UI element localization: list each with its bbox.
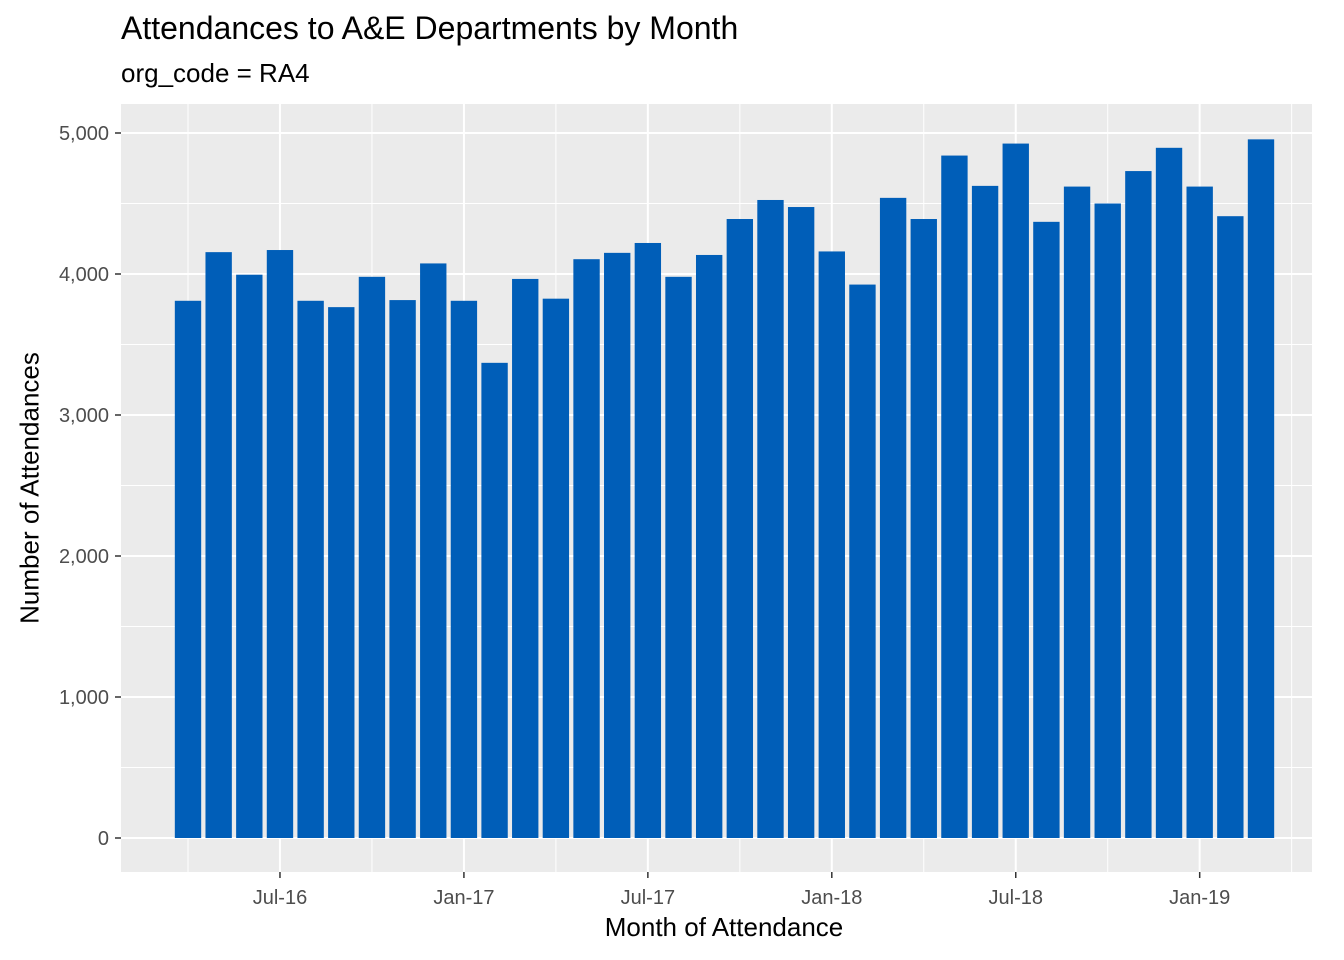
y-tick-label: 3,000: [59, 405, 109, 427]
bar: [389, 300, 416, 839]
x-tick-label: Jul-17: [621, 887, 675, 909]
bar: [941, 155, 968, 838]
x-tick-labels: Jul-16 Jan-17 Jul-17 Jan-18 Jul-18 Jan-19: [253, 887, 1231, 909]
chart-title: Attendances to A&E Departments by Month: [121, 10, 739, 46]
bar: [512, 278, 539, 838]
bar: [604, 252, 631, 839]
bar: [328, 307, 355, 838]
x-tick-label: Jul-16: [253, 887, 307, 909]
y-tick-label: 2,000: [59, 546, 109, 568]
x-tick-label: Jul-18: [989, 887, 1043, 909]
bar: [420, 263, 447, 838]
bar: [1217, 216, 1244, 838]
bar: [1033, 221, 1060, 838]
bar: [1247, 139, 1275, 839]
bar: [971, 185, 999, 838]
y-tick-label: 0: [98, 828, 109, 850]
bar: [236, 274, 263, 839]
bar: [879, 197, 907, 839]
bar: [1002, 143, 1029, 838]
bar: [174, 300, 202, 838]
bar: [542, 298, 570, 838]
bar: [1063, 186, 1091, 838]
bar: [573, 259, 600, 838]
x-axis-title: Month of Attendance: [604, 912, 844, 942]
bars: [174, 139, 1275, 839]
bar: [665, 276, 692, 838]
y-tick-label: 5,000: [59, 123, 109, 145]
bar: [910, 219, 937, 838]
axis-ticks: [115, 132, 1201, 878]
bar: [266, 250, 294, 838]
bar: [787, 207, 815, 838]
bar: [849, 284, 876, 838]
y-tick-labels: 0 1,000 2,000 3,000 4,000 5,000: [59, 123, 109, 850]
bar: [818, 251, 845, 838]
x-tick-label: Jan-18: [801, 887, 862, 909]
bar: [757, 199, 784, 839]
x-tick-label: Jan-17: [433, 887, 494, 909]
bar: [634, 242, 662, 839]
y-tick-label: 1,000: [59, 687, 109, 709]
bar: [1155, 147, 1183, 838]
y-tick-label: 4,000: [59, 264, 109, 286]
bar: [297, 300, 324, 838]
bar: [205, 252, 232, 838]
x-tick-label: Jan-19: [1169, 887, 1230, 909]
bar: [726, 219, 754, 838]
bar: [1125, 171, 1152, 838]
bar: [1094, 203, 1121, 838]
bar: [695, 254, 723, 839]
chart-subtitle: org_code = RA4: [121, 58, 310, 88]
bar: [1186, 186, 1213, 838]
bar: [450, 300, 478, 838]
bar: [358, 276, 386, 838]
bar: [481, 362, 508, 838]
